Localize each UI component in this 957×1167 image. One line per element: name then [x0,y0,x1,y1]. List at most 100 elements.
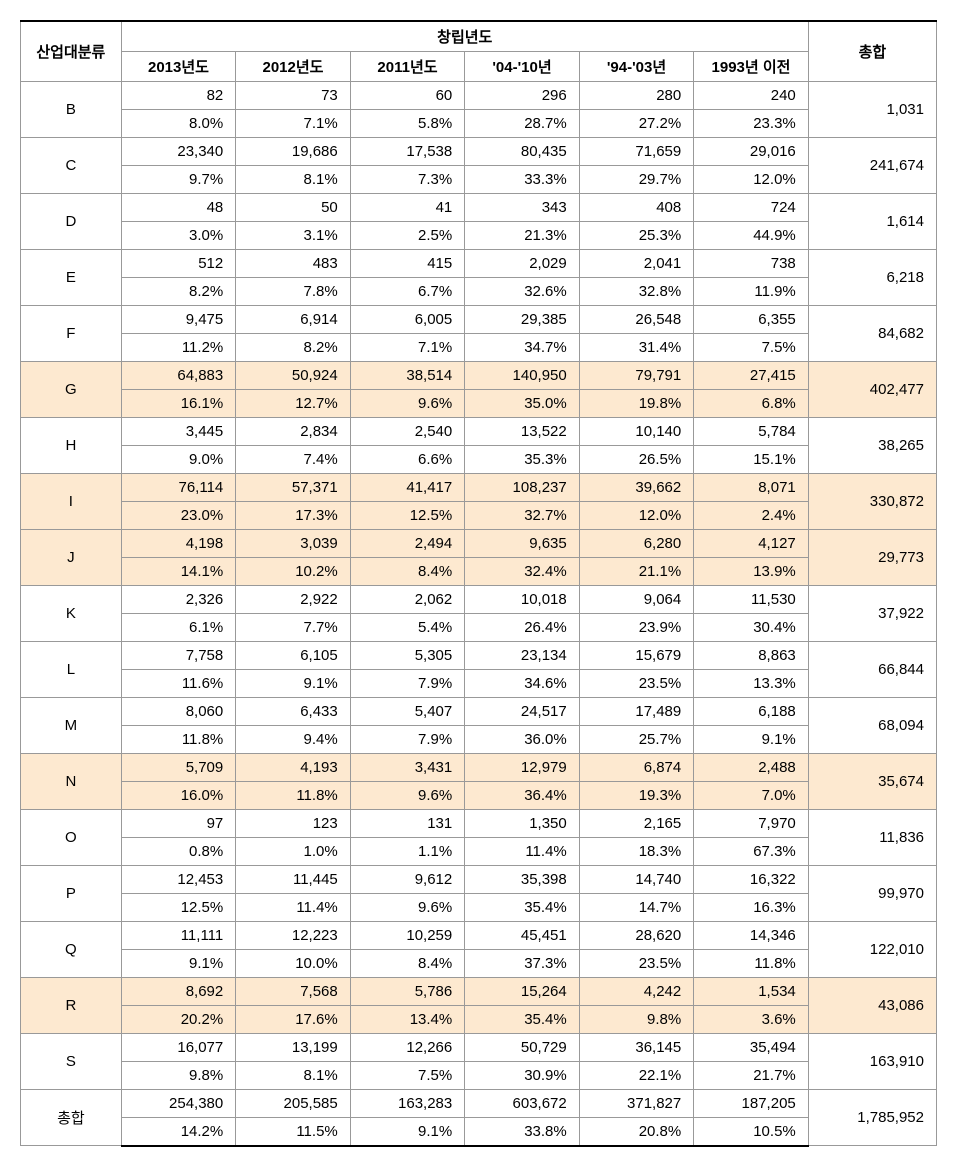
table-row: 9.8%8.1%7.5%30.9%22.1%21.7% [21,1062,937,1090]
total-cell: 1,614 [808,194,936,250]
value-cell: 57,371 [236,474,351,502]
percent-cell: 6.6% [350,446,465,474]
value-cell: 9,635 [465,530,580,558]
percent-cell: 25.7% [579,726,694,754]
value-cell: 35,494 [694,1034,809,1062]
value-cell: 15,264 [465,978,580,1006]
percent-cell: 67.3% [694,838,809,866]
percent-cell: 13.9% [694,558,809,586]
percent-cell: 7.1% [350,334,465,362]
percent-cell: 44.9% [694,222,809,250]
percent-cell: 32.4% [465,558,580,586]
percent-cell: 31.4% [579,334,694,362]
value-cell: 29,016 [694,138,809,166]
percent-cell: 11.5% [236,1118,351,1146]
total-cell: 402,477 [808,362,936,418]
value-cell: 724 [694,194,809,222]
value-cell: 10,018 [465,586,580,614]
category-cell: J [21,530,122,586]
value-cell: 3,039 [236,530,351,558]
value-cell: 6,005 [350,306,465,334]
table-row: Q11,11112,22310,25945,45128,62014,346122… [21,922,937,950]
header-year-5: 1993년 이전 [694,52,809,82]
total-cell: 35,674 [808,754,936,810]
value-cell: 19,686 [236,138,351,166]
value-cell: 5,784 [694,418,809,446]
percent-cell: 11.8% [694,950,809,978]
total-cell: 37,922 [808,586,936,642]
category-cell: M [21,698,122,754]
percent-cell: 10.0% [236,950,351,978]
category-cell: H [21,418,122,474]
percent-cell: 9.1% [694,726,809,754]
table-row: S16,07713,19912,26650,72936,14535,494163… [21,1034,937,1062]
percent-cell: 25.3% [579,222,694,250]
value-cell: 2,029 [465,250,580,278]
table-row: I76,11457,37141,417108,23739,6628,071330… [21,474,937,502]
value-cell: 76,114 [121,474,236,502]
percent-cell: 9.0% [121,446,236,474]
percent-cell: 16.0% [121,782,236,810]
value-cell: 23,340 [121,138,236,166]
percent-cell: 9.8% [121,1062,236,1090]
value-cell: 12,453 [121,866,236,894]
percent-cell: 15.1% [694,446,809,474]
percent-cell: 12.5% [350,502,465,530]
total-cell: 84,682 [808,306,936,362]
table-row: K2,3262,9222,06210,0189,06411,53037,922 [21,586,937,614]
table-row: E5124834152,0292,0417386,218 [21,250,937,278]
percent-cell: 34.6% [465,670,580,698]
percent-cell: 13.4% [350,1006,465,1034]
percent-cell: 2.5% [350,222,465,250]
value-cell: 187,205 [694,1090,809,1118]
value-cell: 415 [350,250,465,278]
value-cell: 10,140 [579,418,694,446]
table-row: 16.1%12.7%9.6%35.0%19.8%6.8% [21,390,937,418]
percent-cell: 7.9% [350,670,465,698]
percent-cell: 21.3% [465,222,580,250]
table-row: 8.0%7.1%5.8%28.7%27.2%23.3% [21,110,937,138]
header-year-1: 2012년도 [236,52,351,82]
percent-cell: 28.7% [465,110,580,138]
value-cell: 82 [121,82,236,110]
value-cell: 23,134 [465,642,580,670]
percent-cell: 23.9% [579,614,694,642]
value-cell: 4,242 [579,978,694,1006]
percent-cell: 12.5% [121,894,236,922]
header-year-group: 창립년도 [121,21,808,52]
percent-cell: 9.6% [350,894,465,922]
percent-cell: 17.3% [236,502,351,530]
percent-cell: 1.1% [350,838,465,866]
percent-cell: 23.5% [579,950,694,978]
percent-cell: 6.1% [121,614,236,642]
percent-cell: 8.0% [121,110,236,138]
percent-cell: 10.5% [694,1118,809,1146]
percent-cell: 36.0% [465,726,580,754]
table-row: 11.8%9.4%7.9%36.0%25.7%9.1% [21,726,937,754]
value-cell: 254,380 [121,1090,236,1118]
value-cell: 5,407 [350,698,465,726]
total-cell: 68,094 [808,698,936,754]
value-cell: 24,517 [465,698,580,726]
percent-cell: 12.7% [236,390,351,418]
percent-cell: 12.0% [579,502,694,530]
value-cell: 64,883 [121,362,236,390]
value-cell: 73 [236,82,351,110]
value-cell: 131 [350,810,465,838]
header-year-2: 2011년도 [350,52,465,82]
percent-cell: 3.6% [694,1006,809,1034]
percent-cell: 33.3% [465,166,580,194]
table-header: 산업대분류 창립년도 총합 2013년도2012년도2011년도'04-'10년… [21,21,937,82]
percent-cell: 9.4% [236,726,351,754]
percent-cell: 6.8% [694,390,809,418]
category-cell: I [21,474,122,530]
percent-cell: 30.9% [465,1062,580,1090]
percent-cell: 7.5% [350,1062,465,1090]
value-cell: 7,758 [121,642,236,670]
percent-cell: 7.3% [350,166,465,194]
percent-cell: 7.0% [694,782,809,810]
value-cell: 50 [236,194,351,222]
value-cell: 3,431 [350,754,465,782]
percent-cell: 11.2% [121,334,236,362]
percent-cell: 11.9% [694,278,809,306]
